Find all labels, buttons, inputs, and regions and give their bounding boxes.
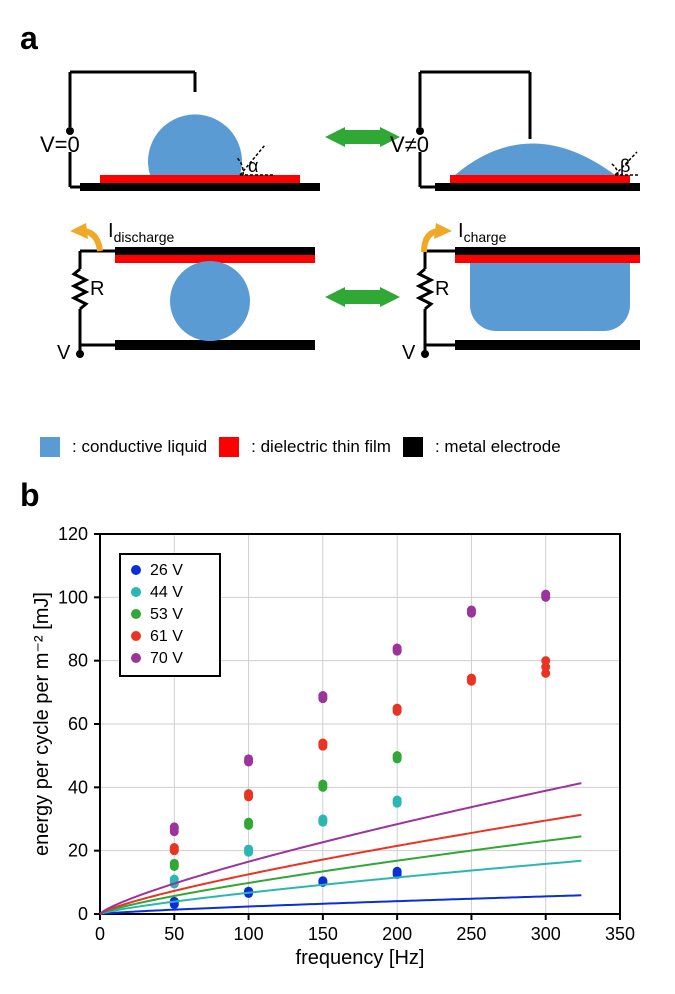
svg-text:44 V: 44 V (150, 584, 183, 601)
legend-electrode: : metal electrode (435, 437, 561, 457)
svg-text:70 V: 70 V (150, 650, 183, 667)
panel-a-label: a (20, 20, 655, 57)
svg-text:120: 120 (58, 524, 88, 544)
svg-text:61 V: 61 V (150, 628, 183, 645)
svg-text:53 V: 53 V (150, 606, 183, 623)
svg-text:350: 350 (605, 924, 635, 944)
panel-a-legend: : conductive liquid : dielectric thin fi… (40, 437, 655, 457)
arrow-green-top (325, 127, 400, 147)
beta-label: β (620, 156, 630, 176)
svg-text:60: 60 (68, 714, 88, 734)
swatch-dielectric (219, 437, 239, 457)
svg-text:50: 50 (164, 924, 184, 944)
alpha-label: α (248, 156, 258, 176)
r-label-1: R (90, 278, 104, 300)
panel-a-diagram: V=0 α V≠0 β (40, 57, 640, 427)
idisch-sub: discharge (114, 229, 175, 245)
vne0-label: V≠0 (390, 132, 429, 157)
svg-text:200: 200 (382, 924, 412, 944)
swatch-liquid (40, 437, 60, 457)
svg-text:20: 20 (68, 841, 88, 861)
v-label-1: V (57, 342, 71, 364)
svg-text:0: 0 (95, 924, 105, 944)
svg-text:0: 0 (78, 904, 88, 924)
svg-text:80: 80 (68, 651, 88, 671)
svg-text:150: 150 (308, 924, 338, 944)
legend-dielectric: : dielectric thin film (251, 437, 391, 457)
panel-b-label: b (20, 477, 655, 514)
arrow-green-bottom (325, 287, 400, 307)
swatch-electrode (403, 437, 423, 457)
v-label-2: V (402, 342, 416, 364)
icharge-sub: charge (464, 229, 507, 245)
legend-liquid: : conductive liquid (72, 437, 207, 457)
svg-text:Idischarge: Idischarge (108, 220, 174, 245)
svg-text:300: 300 (531, 924, 561, 944)
svg-text:100: 100 (58, 587, 88, 607)
svg-text:energy per cycle per m⁻² [mJ]: energy per cycle per m⁻² [mJ] (31, 592, 53, 856)
r-label-2: R (435, 278, 449, 300)
svg-text:frequency [Hz]: frequency [Hz] (296, 947, 425, 969)
svg-text:250: 250 (456, 924, 486, 944)
v0-label: V=0 (40, 132, 80, 157)
svg-text:26 V: 26 V (150, 562, 183, 579)
panel-b-chart: 0 50 100 150 200 250 300 350 0 20 40 60 80 100 120 freq… (30, 514, 640, 974)
svg-text:100: 100 (234, 924, 264, 944)
svg-text:40: 40 (68, 777, 88, 797)
svg-text:Icharge: Icharge (458, 220, 507, 245)
